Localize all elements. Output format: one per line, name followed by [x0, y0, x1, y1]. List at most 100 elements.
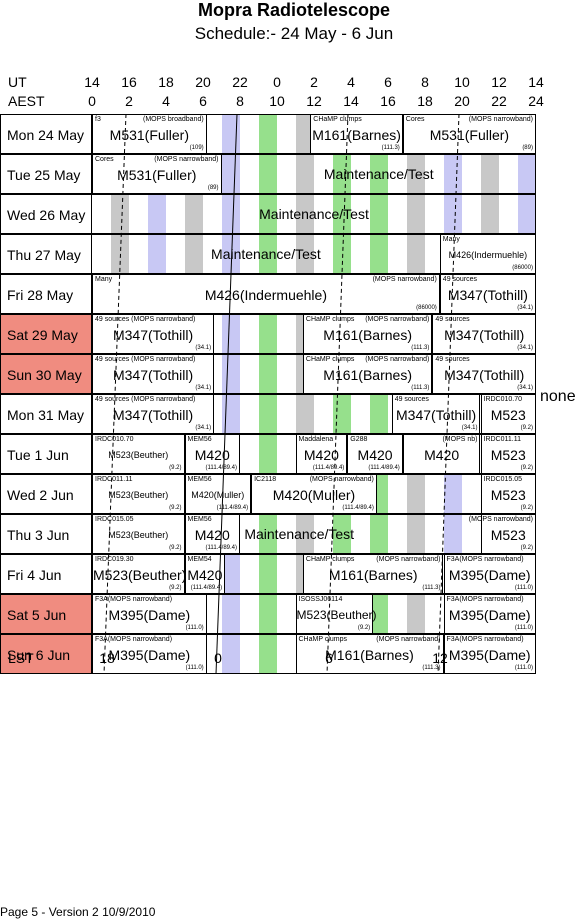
ut-tick: 6	[384, 74, 392, 90]
ut-tick: 0	[273, 74, 281, 90]
time-stripe	[258, 554, 277, 594]
aest-tick: 18	[417, 93, 433, 109]
day-label: Fri 4 Jun	[0, 554, 92, 594]
schedule-block: M523(Beuther) IRDC015.05 (9.2)	[92, 514, 185, 554]
schedule-block: Maintenance/Test	[240, 514, 358, 554]
frequency-label: (34.1)	[195, 345, 212, 351]
time-stripe	[110, 234, 129, 274]
aest-tick: 8	[236, 93, 244, 109]
backend-label: (MOPS narrowband)	[372, 276, 437, 283]
schedule-block: M531(Fuller) f3 (MOPS broadband) (109)	[92, 114, 207, 154]
time-stripe	[258, 434, 277, 474]
frequency-label: (9.2)	[520, 545, 533, 551]
project-label: M523(Beuther)	[108, 490, 169, 500]
frequency-label: (9.2)	[169, 505, 182, 511]
day-label: Sat 5 Jun	[0, 594, 92, 634]
frequency-label: (9.2)	[520, 425, 533, 431]
source-label: 49 sources	[442, 276, 478, 283]
backend-label: (MOPS narrowband)	[365, 316, 430, 323]
frequency-label: (111.4/89.4)	[312, 465, 345, 471]
time-stripe	[221, 354, 240, 394]
source-label: MEM54	[187, 556, 212, 563]
frequency-label: (34.1)	[195, 425, 212, 431]
time-stripe	[110, 194, 129, 234]
source-label: Many	[95, 276, 113, 283]
project-label: M161(Barnes)	[325, 647, 414, 663]
source-label: MEM56	[187, 516, 212, 523]
day-row: Wed 26 May Maintenance/Test	[0, 194, 536, 234]
time-stripe	[295, 114, 314, 154]
project-label: M161(Barnes)	[323, 327, 412, 343]
aest-tick: 24	[528, 93, 544, 109]
frequency-label: (86000)	[416, 305, 437, 311]
source-label: F3A(MOPS narrowband)	[95, 636, 173, 643]
frequency-label: (9.2)	[169, 585, 182, 591]
frequency-label: (111.4/89.4)	[368, 465, 400, 471]
day-row: Tue 1 Jun M523(Beuther) IRDC010.70 (9.2) M42…	[0, 434, 536, 474]
lst-tick: 0	[214, 650, 222, 666]
time-stripe	[369, 154, 388, 194]
source-label: Cores	[405, 116, 425, 123]
time-stripe	[406, 194, 425, 234]
time-stripe	[258, 234, 277, 274]
time-stripe	[184, 234, 203, 274]
day-row: Tue 25 May M531(Fuller) Cores (MOPS narrowb…	[0, 154, 536, 194]
ut-tick: 2	[310, 74, 318, 90]
frequency-label: (9.2)	[169, 545, 182, 551]
project-label: M420	[357, 447, 393, 463]
time-stripe	[258, 514, 277, 554]
day-label: Thu 27 May	[0, 234, 92, 274]
aest-tick: 16	[380, 93, 396, 109]
source-label: IRDC015.05	[95, 516, 134, 523]
project-label: M395(Dame)	[448, 607, 531, 623]
source-label: CHaMP clumps	[298, 636, 348, 643]
frequency-label: (9.2)	[357, 625, 371, 631]
time-stripe	[295, 234, 314, 274]
source-label: 49 sources (MOPS narrowband)	[95, 316, 196, 323]
schedule-block: M347(Tothill) 49 sources (MOPS narrowband…	[92, 314, 215, 354]
source-label: MEM56	[187, 476, 212, 483]
project-label: Maintenance/Test	[259, 206, 369, 222]
lst-12-line	[437, 113, 460, 675]
project-label: M395(Dame)	[448, 647, 531, 663]
time-stripe	[332, 514, 351, 554]
frequency-label: (111.4/89.4)	[205, 465, 237, 471]
project-label: Maintenance/Test	[323, 166, 434, 182]
time-stripe	[295, 394, 314, 434]
aest-tick: 22	[491, 93, 507, 109]
ut-tick: 12	[491, 74, 507, 90]
time-stripe	[369, 194, 388, 234]
frequency-label: (86000)	[512, 265, 533, 271]
frequency-label: (111.0)	[185, 625, 204, 631]
day-label: Mon 24 May	[0, 114, 92, 154]
frequency-label: (9.2)	[520, 465, 533, 471]
time-stripe	[480, 154, 499, 194]
time-stripe	[369, 394, 388, 434]
schedule-block: M395(Dame) F3A(MOPS narrowband) (111.0)	[443, 634, 536, 674]
ut-tick: 4	[347, 74, 355, 90]
frequency-label: (111.0)	[514, 625, 533, 631]
day-label: Thu 3 Jun	[0, 514, 92, 554]
day-row: Sun 6 Jun M395(Dame) F3A(MOPS narrowband) (…	[0, 634, 536, 674]
aest-tick: 14	[343, 93, 359, 109]
lst-tick: 12	[432, 650, 448, 666]
schedule-block: M420(Muller) MEM56 (111.4/89.4)	[184, 474, 252, 514]
frequency-label: (111.3)	[422, 585, 441, 591]
time-stripe	[369, 234, 388, 274]
aest-tick: 10	[269, 93, 285, 109]
project-label: M347(Tothill)	[396, 407, 477, 423]
project-label: M347(Tothill)	[444, 327, 525, 343]
backend-label: (MOPS narrowband)	[309, 476, 374, 483]
time-stripe	[258, 194, 277, 234]
day-label: Wed 2 Jun	[0, 474, 92, 514]
day-row: Thu 3 Jun M523(Beuther) IRDC015.05 (9.2) M42…	[0, 514, 536, 554]
project-label: M523	[490, 447, 526, 463]
time-stripe	[443, 514, 462, 554]
project-label: M420	[303, 447, 339, 463]
project-label: M420	[424, 447, 460, 463]
source-label: F3A(MOPS narrowband)	[446, 556, 524, 563]
frequency-label: (34.1)	[461, 425, 478, 431]
time-stripe	[406, 154, 425, 194]
source-label: 49 sources	[435, 316, 470, 323]
aest-label: AEST	[8, 93, 45, 109]
